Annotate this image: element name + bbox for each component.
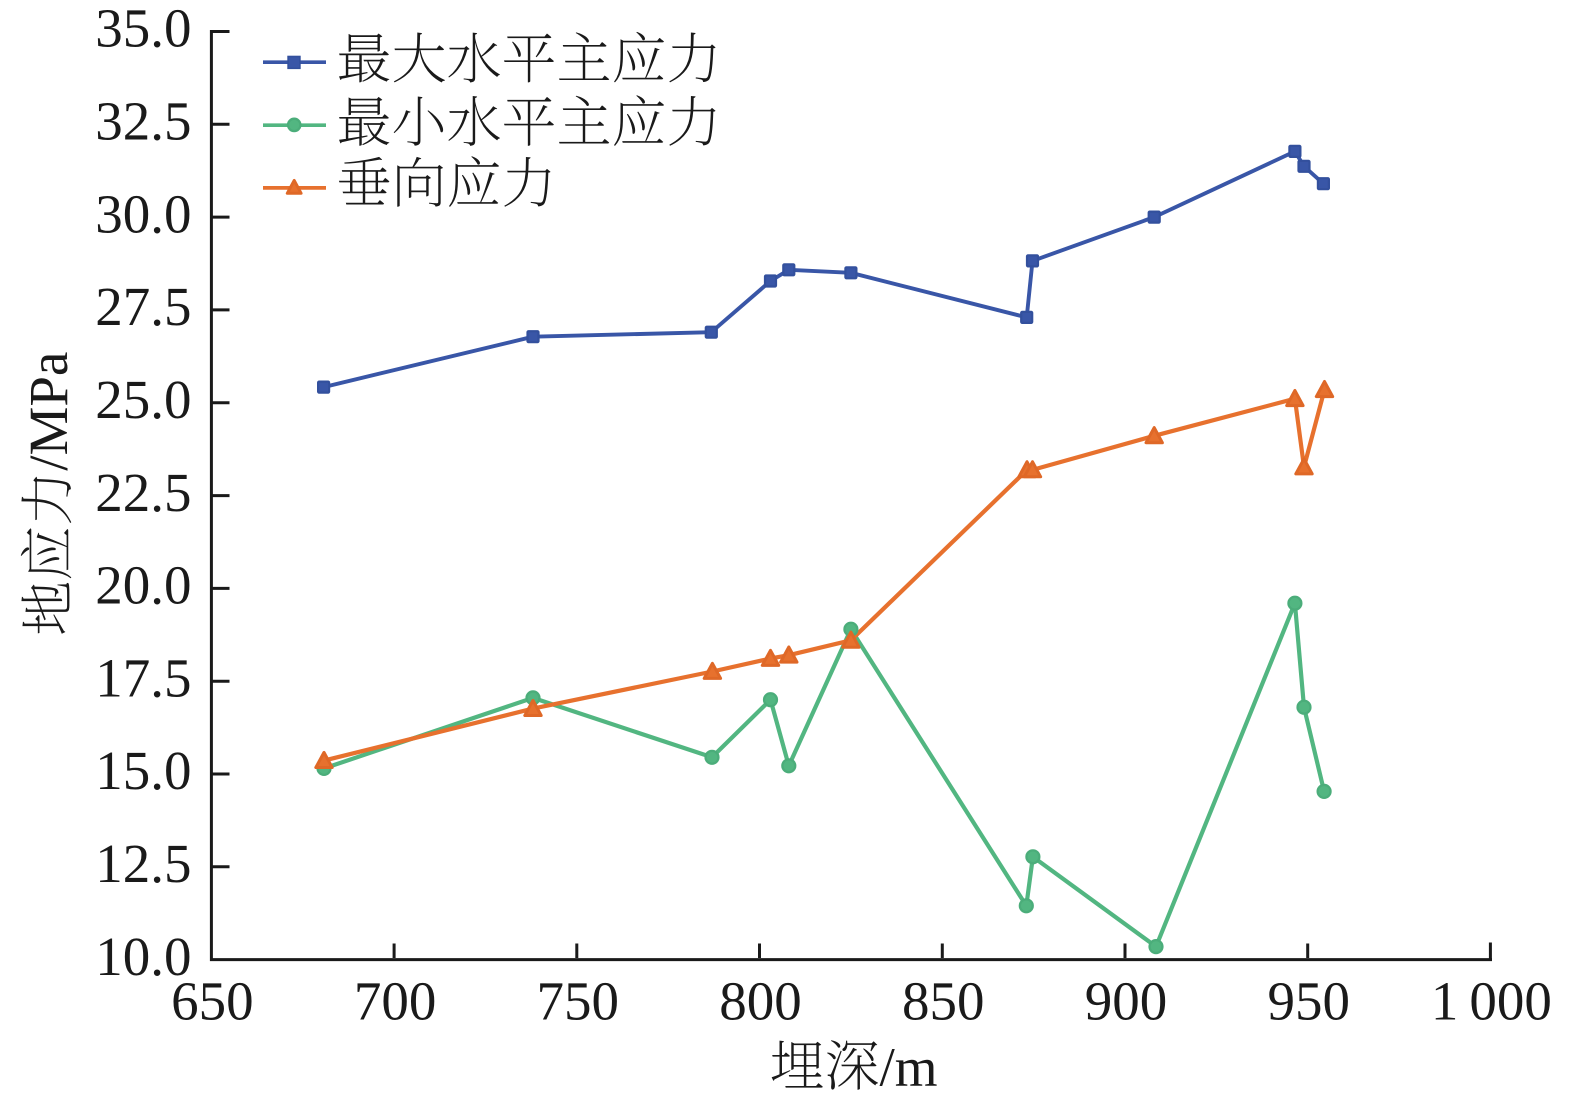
svg-text:950: 950 <box>1267 971 1350 1032</box>
svg-text:650: 650 <box>171 971 254 1032</box>
svg-text:800: 800 <box>719 971 802 1032</box>
svg-text:750: 750 <box>537 971 620 1032</box>
svg-text:25.0: 25.0 <box>95 369 191 430</box>
svg-text:32.5: 32.5 <box>95 91 191 152</box>
svg-text:700: 700 <box>354 971 437 1032</box>
svg-text:22.5: 22.5 <box>95 462 191 523</box>
svg-text:15.0: 15.0 <box>95 740 191 801</box>
svg-text:/m: /m <box>880 1037 938 1098</box>
svg-text:20.0: 20.0 <box>95 555 191 616</box>
svg-text:900: 900 <box>1085 971 1168 1032</box>
svg-text:1 000: 1 000 <box>1431 971 1552 1032</box>
svg-text:10.0: 10.0 <box>95 926 191 987</box>
svg-text:850: 850 <box>902 971 985 1032</box>
svg-text:12.5: 12.5 <box>95 833 191 894</box>
svg-text:27.5: 27.5 <box>95 276 191 337</box>
svg-text:17.5: 17.5 <box>95 647 191 708</box>
svg-text:35.0: 35.0 <box>95 0 191 59</box>
svg-text:/MPa: /MPa <box>18 352 79 471</box>
svg-text:30.0: 30.0 <box>95 183 191 244</box>
